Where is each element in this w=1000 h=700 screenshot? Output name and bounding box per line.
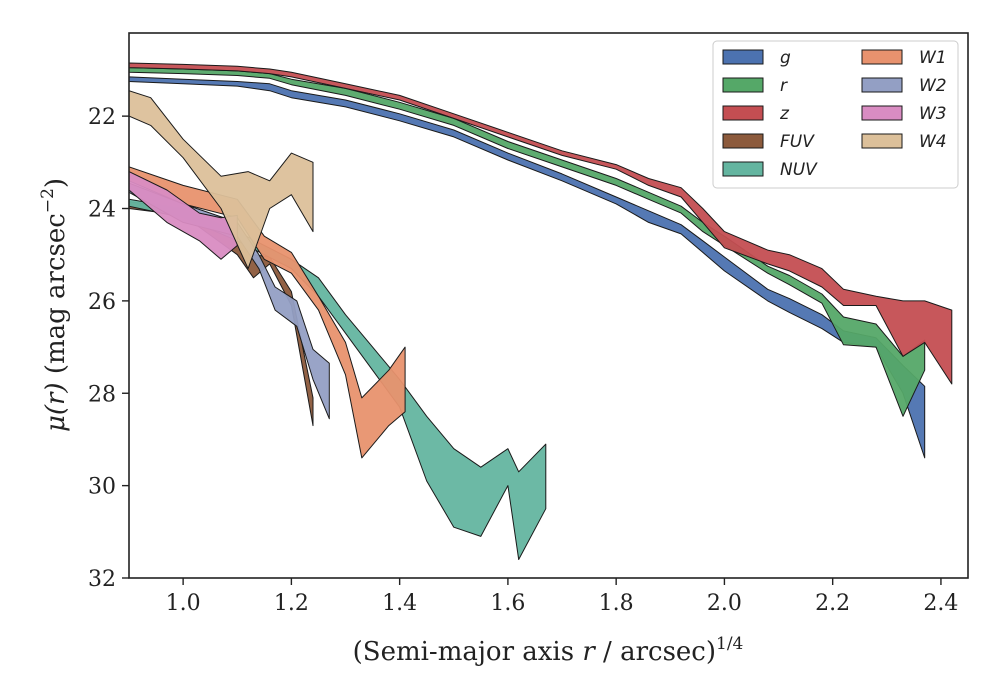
x-tick-label: 1.0 xyxy=(166,591,201,616)
y-tick-label: 30 xyxy=(88,475,116,500)
plot-frame xyxy=(128,32,969,579)
legend-swatch-g xyxy=(722,49,764,65)
legend-swatch-w1 xyxy=(861,49,903,65)
legend-swatch-r xyxy=(722,77,764,93)
x-axis-ticks: 1.0 1.2 1.4 1.6 1.8 2.0 2.2 2.4 xyxy=(166,578,958,616)
legend-swatch-w3 xyxy=(861,105,903,121)
band-r xyxy=(129,67,926,417)
legend-label-nuv: NUV xyxy=(780,160,818,180)
legend-label-g: g xyxy=(780,48,791,68)
y-tick-label: 24 xyxy=(88,198,116,223)
y-tick-label: 22 xyxy=(88,105,116,130)
y-tick-label: 26 xyxy=(88,290,116,315)
legend-label-w1: W1 xyxy=(919,48,947,68)
x-tick-label: 1.2 xyxy=(274,591,309,616)
legend-label-r: r xyxy=(780,76,788,96)
x-tick-label: 1.6 xyxy=(490,591,525,616)
band-z xyxy=(129,62,953,385)
x-tick-label: 2.2 xyxy=(815,591,850,616)
legend-label-z: z xyxy=(779,104,790,124)
legend-swatch-w4 xyxy=(861,133,903,149)
y-tick-label: 32 xyxy=(88,567,116,592)
legend: grz FUV NUV W1 W2 W3 W4 xyxy=(712,40,959,189)
y-axis-ticks: 22 24 26 28 30 32 xyxy=(88,105,129,592)
legend-label-fuv: FUV xyxy=(780,132,815,152)
x-axis-label: (Semi-major axis r / arcsec)1/4 xyxy=(353,634,744,667)
y-axis-label: μ(r) (mag arcsec−2) xyxy=(38,178,71,432)
band-nuv xyxy=(129,198,547,560)
legend-swatch-nuv xyxy=(722,161,764,177)
x-tick-label: 2.0 xyxy=(707,591,742,616)
x-tick-label: 2.4 xyxy=(923,591,958,616)
x-tick-label: 1.8 xyxy=(599,591,634,616)
legend-swatch-z xyxy=(722,105,764,121)
band-w4 xyxy=(129,90,314,270)
legend-label-w2: W2 xyxy=(919,76,947,96)
legend-swatch-w2 xyxy=(861,77,903,93)
band-g xyxy=(129,76,926,459)
x-tick-label: 1.4 xyxy=(382,591,417,616)
band-layer xyxy=(129,62,953,560)
legend-label-w4: W4 xyxy=(919,132,947,152)
legend-swatch-fuv xyxy=(722,133,764,149)
y-tick-label: 28 xyxy=(88,382,116,407)
legend-label-w3: W3 xyxy=(919,104,947,124)
